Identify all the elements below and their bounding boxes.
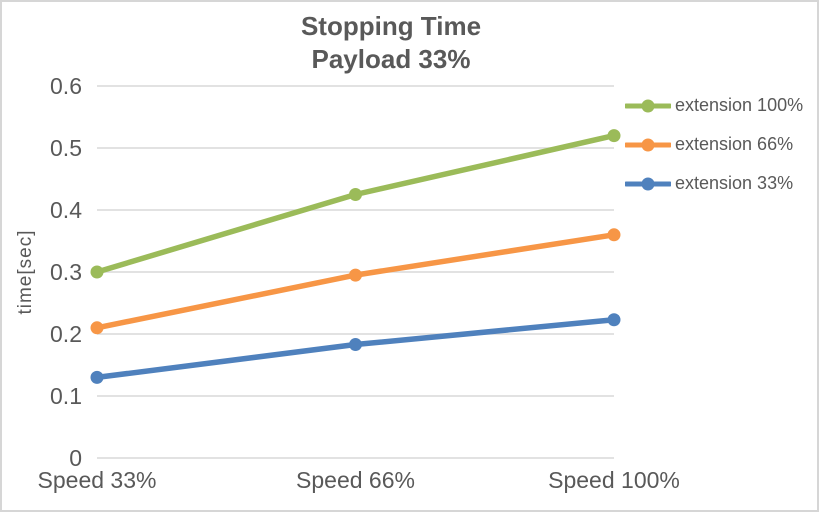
y-tick-label: 0.4 <box>50 197 82 223</box>
data-point-marker-extension-33 <box>90 370 104 384</box>
legend-label: extension 33% <box>675 173 794 193</box>
legend-item-extension-33: extension 33% <box>625 164 803 203</box>
x-tick-label: Speed 33% <box>37 467 157 493</box>
y-tick-label: 0.5 <box>50 135 82 161</box>
x-tick-label: Speed 66% <box>296 467 415 493</box>
legend-label: extension 66% <box>675 134 794 154</box>
data-point-marker-extension-66 <box>607 228 621 242</box>
data-point-marker-extension-100 <box>607 129 621 143</box>
y-tick-label: 0 <box>69 445 82 471</box>
legend-line-marker-icon <box>625 138 671 151</box>
legend-line-marker-icon <box>625 177 671 190</box>
data-point-marker-extension-66 <box>90 321 104 335</box>
x-tick-label: Speed 100% <box>548 467 680 493</box>
legend-label: extension 100% <box>675 95 804 115</box>
y-tick-label: 0.2 <box>50 321 82 347</box>
data-point-marker-extension-33 <box>349 338 362 352</box>
y-tick-label: 0.3 <box>50 259 82 285</box>
data-point-marker-extension-33 <box>607 313 621 327</box>
data-point-marker-extension-100 <box>349 188 362 201</box>
series-line-extension-100 <box>94 132 617 275</box>
legend-item-extension-66: extension 66% <box>625 125 803 164</box>
legend-line-marker-icon <box>625 99 671 112</box>
data-point-marker-extension-100 <box>90 265 104 279</box>
y-tick-label: 0.1 <box>50 383 82 409</box>
data-point-marker-extension-66 <box>349 268 362 282</box>
y-tick-label: 0.6 <box>50 73 82 99</box>
y-axis-title: time[sec] <box>15 229 36 315</box>
legend-item-extension-100: extension 100% <box>625 86 803 125</box>
legend: extension 100% extension 66% extension 33% <box>625 86 803 203</box>
